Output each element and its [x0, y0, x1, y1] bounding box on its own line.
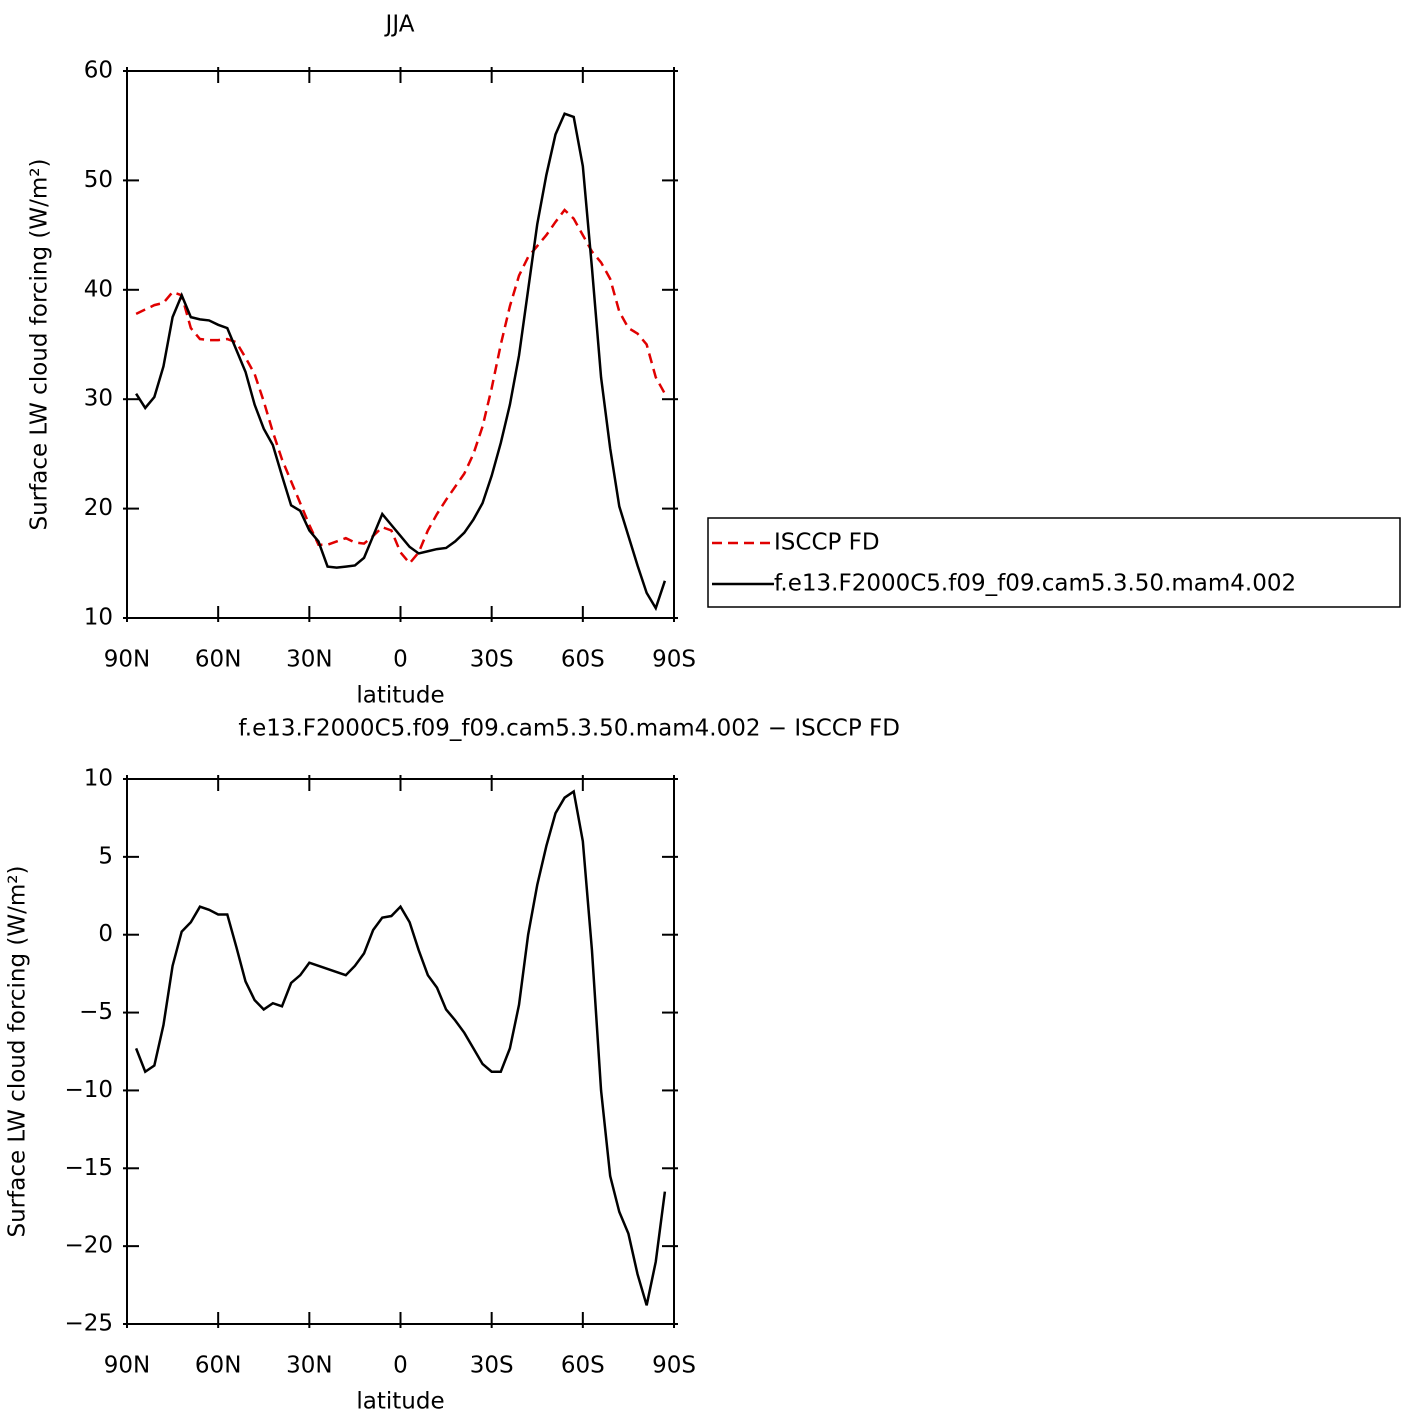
y-tick-label: −15	[64, 1155, 113, 1181]
x-tick-label: 90N	[104, 647, 150, 673]
x-tick-label: 30N	[286, 1353, 332, 1379]
legend-label: f.e13.F2000C5.f09_f09.cam5.3.50.mam4.002	[774, 571, 1296, 597]
y-tick-label: −20	[64, 1233, 113, 1259]
y-tick-label: −25	[64, 1311, 113, 1337]
y-tick-label: 5	[98, 843, 113, 869]
legend-label: ISCCP FD	[774, 530, 880, 556]
x-tick-label: 60S	[561, 1353, 605, 1379]
y-tick-label: −5	[79, 999, 113, 1025]
x-tick-label: 30S	[470, 1353, 514, 1379]
y-axis-label: Surface LW cloud forcing (W/m²)	[5, 866, 31, 1238]
x-tick-label: 0	[393, 1353, 408, 1379]
series-line	[134, 789, 667, 1306]
plot-frame	[126, 70, 675, 619]
plot-frame	[126, 778, 675, 1325]
y-tick-label: −10	[64, 1077, 113, 1103]
x-tick-label: 60N	[195, 1353, 241, 1379]
y-tick-label: 10	[84, 605, 113, 631]
x-tick-label: 60N	[195, 647, 241, 673]
x-tick-label: 90N	[104, 1353, 150, 1379]
y-tick-label: 30	[84, 386, 113, 412]
x-tick-label: 90S	[652, 1353, 696, 1379]
y-tick-label: 0	[98, 921, 113, 947]
series-line	[135, 208, 666, 566]
x-tick-label: 90S	[652, 647, 696, 673]
series-line	[135, 112, 667, 612]
x-tick-label: 0	[393, 647, 408, 673]
x-axis-label: latitude	[356, 1389, 444, 1415]
x-axis-label: latitude	[356, 683, 444, 709]
x-tick-label: 30N	[286, 647, 332, 673]
y-tick-label: 20	[84, 495, 113, 521]
chart-title: JJA	[384, 12, 415, 38]
y-axis-label: Surface LW cloud forcing (W/m²)	[27, 159, 53, 531]
y-tick-label: 50	[84, 167, 113, 193]
chart-title: f.e13.F2000C5.f09_f09.cam5.3.50.mam4.002…	[238, 716, 900, 742]
y-tick-label: 10	[84, 766, 113, 792]
x-tick-label: 30S	[470, 647, 514, 673]
y-tick-label: 40	[84, 276, 113, 302]
legend-box	[707, 517, 1401, 608]
y-tick-label: 60	[84, 58, 113, 84]
x-tick-label: 60S	[561, 647, 605, 673]
